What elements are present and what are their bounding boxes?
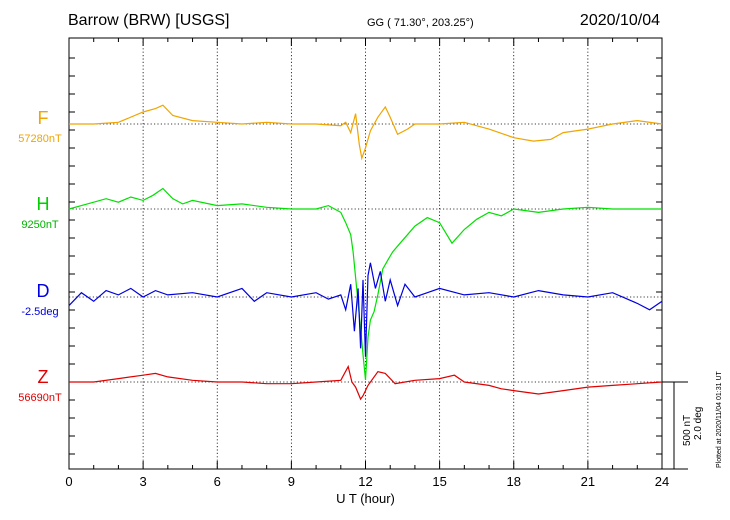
x-tick-label: 15 [432,474,446,489]
x-tick-label: 12 [358,474,372,489]
series-baseline-h: 9250nT [21,219,59,231]
series-baseline-f: 57280nT [18,133,62,145]
x-tick-label: 6 [214,474,221,489]
series-baseline-z: 56690nT [18,392,62,404]
series-line-d [68,262,663,357]
x-tick-label: 0 [65,474,72,489]
plotted-timestamp: Plotted at 2020/11/04 01:31 UT [716,371,723,468]
series-name-z: Z [37,367,49,387]
chart-date: 2020/10/04 [579,12,660,29]
x-tick-label: 18 [507,474,521,489]
x-axis-label: U T (hour) [336,491,395,506]
series-line-z [69,364,663,401]
series-line-f [69,104,663,161]
station-title: Barrow (BRW) [USGS] [68,12,230,29]
x-tick-label: 3 [140,474,147,489]
scale-deg-label: 2.0 deg [693,406,704,440]
x-tick-label: 21 [581,474,595,489]
x-tick-label: 9 [288,474,295,489]
series-line-h [68,187,662,381]
series-name-f: F [37,108,49,128]
series-name-h: H [36,194,50,214]
series-name-d: D [36,281,50,301]
x-tick-label: 24 [655,474,669,489]
series-baseline-d: -2.5deg [21,306,59,318]
geographic-coordinates: GG ( 71.30°, 203.25°) [367,17,474,29]
scale-nt-label: 500 nT [682,414,693,446]
